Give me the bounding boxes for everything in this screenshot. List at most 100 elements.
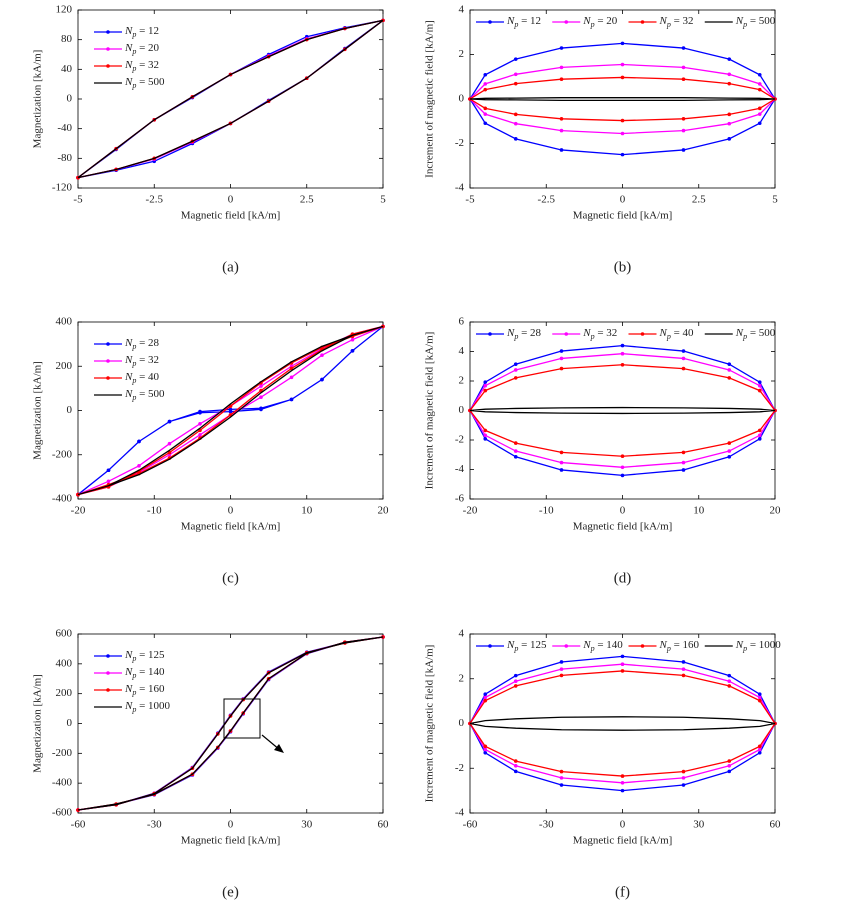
series-marker [259, 384, 263, 388]
series-marker [483, 380, 488, 384]
series-marker [757, 106, 762, 111]
x-tick-label: -5 [465, 194, 475, 206]
series-marker [757, 428, 762, 433]
series-marker [727, 763, 732, 768]
legend-label: Np = 160 [124, 683, 165, 697]
y-tick-label: 0 [459, 93, 465, 105]
x-tick-label: -20 [71, 505, 86, 517]
legend-label: Np = 32 [582, 327, 617, 341]
series-marker [483, 751, 488, 755]
series-line [77, 19, 384, 179]
series-marker [513, 81, 518, 86]
legend-label: Np = 140 [124, 666, 165, 680]
series-marker [757, 695, 762, 700]
legend-label: Np = 500 [735, 15, 776, 29]
panel-label: (d) [614, 570, 632, 586]
legend-label: Np = 40 [124, 371, 160, 385]
series-marker [289, 397, 294, 402]
series-marker [350, 348, 355, 353]
series-marker [757, 87, 762, 92]
series-marker [483, 692, 488, 696]
y-tick-label: 40 [61, 63, 73, 75]
x-tick-label: 10 [693, 505, 705, 517]
series-marker [559, 460, 564, 465]
x-tick-label: -20 [463, 505, 478, 517]
series-marker [727, 441, 732, 445]
y-tick-label: 80 [61, 33, 73, 45]
panel-label: (b) [614, 259, 632, 275]
series-marker [198, 410, 202, 415]
series-marker [483, 437, 488, 441]
panel-label: (c) [222, 570, 239, 586]
x-tick-label: 10 [301, 505, 313, 517]
y-tick-label: -400 [52, 777, 73, 789]
series-marker [320, 377, 324, 382]
series-marker [559, 776, 564, 780]
legend-label: Np = 20 [124, 42, 160, 56]
x-tick-label: -10 [147, 505, 162, 517]
y-axis-label: Magnetization [kA/m] [32, 361, 44, 460]
series-marker [513, 137, 518, 141]
series-line [77, 325, 384, 496]
y-axis-label: Magnetization [kA/m] [32, 674, 44, 773]
inset-box [223, 698, 261, 739]
legend-label: Np = 40 [659, 327, 695, 341]
y-tick-label: 2 [459, 672, 465, 684]
y-tick-label: -600 [52, 807, 73, 819]
series-marker [727, 759, 732, 763]
x-tick-label: 0 [228, 819, 234, 831]
y-tick-label: 0 [459, 717, 465, 729]
series-marker [483, 744, 488, 749]
series-marker [259, 395, 263, 400]
x-axis-label: Magnetic field [kA/m] [181, 835, 281, 847]
x-tick-label: 20 [378, 505, 390, 517]
y-tick-label: 6 [459, 316, 465, 328]
series-marker [167, 441, 172, 446]
series-marker [681, 46, 686, 50]
x-tick-label: 0 [620, 505, 626, 517]
series-marker [681, 450, 686, 455]
plot-frame [77, 633, 384, 814]
series-marker [483, 87, 488, 92]
series-marker [620, 131, 625, 136]
y-tick-label: -40 [57, 122, 72, 134]
legend-label: Np = 32 [124, 354, 159, 368]
panel: -5 -2.5 0 2.5 5 -120 -80 -40 0 40 80 120 Magnetic fi… [32, 4, 387, 276]
legend-label: Np = 20 [582, 15, 618, 29]
y-tick-label: 2 [459, 375, 465, 387]
series-marker [559, 783, 564, 787]
x-tick-label: 0 [228, 194, 234, 206]
x-tick-label: 2.5 [300, 194, 314, 206]
legend-marker [106, 688, 110, 692]
legend-label: Np = 160 [659, 639, 700, 653]
panel-label: (f) [615, 884, 630, 900]
legend-marker [564, 20, 569, 24]
series-marker [681, 673, 686, 678]
plot-frame [469, 633, 776, 814]
series-marker [681, 769, 686, 774]
series-marker [483, 106, 488, 111]
series-marker [757, 692, 762, 696]
y-tick-label: -200 [52, 747, 73, 759]
series-marker [620, 454, 625, 459]
series-marker [559, 349, 564, 353]
series-marker [513, 455, 518, 459]
series-marker [483, 428, 488, 433]
series-marker [483, 747, 488, 752]
y-tick-label: -2 [455, 137, 464, 149]
legend-marker [106, 47, 110, 51]
legend-label: Np = 32 [659, 15, 694, 29]
x-axis-label: Magnetic field [kA/m] [573, 521, 673, 533]
series-marker [483, 698, 488, 703]
legend-marker [106, 654, 110, 658]
inset-arrowhead [274, 744, 284, 753]
series-marker [681, 468, 686, 472]
series-marker [483, 383, 488, 388]
panel-label: (a) [222, 259, 239, 275]
panel: -60 -30 0 30 60 -4 -2 0 2 4 Magnetic field [kA/m] I… [424, 628, 782, 901]
series-marker [559, 148, 564, 152]
x-axis-label: Magnetic field [kA/m] [181, 521, 281, 533]
series-marker [559, 128, 564, 133]
series-marker [513, 763, 518, 768]
y-tick-label: -120 [52, 182, 73, 194]
